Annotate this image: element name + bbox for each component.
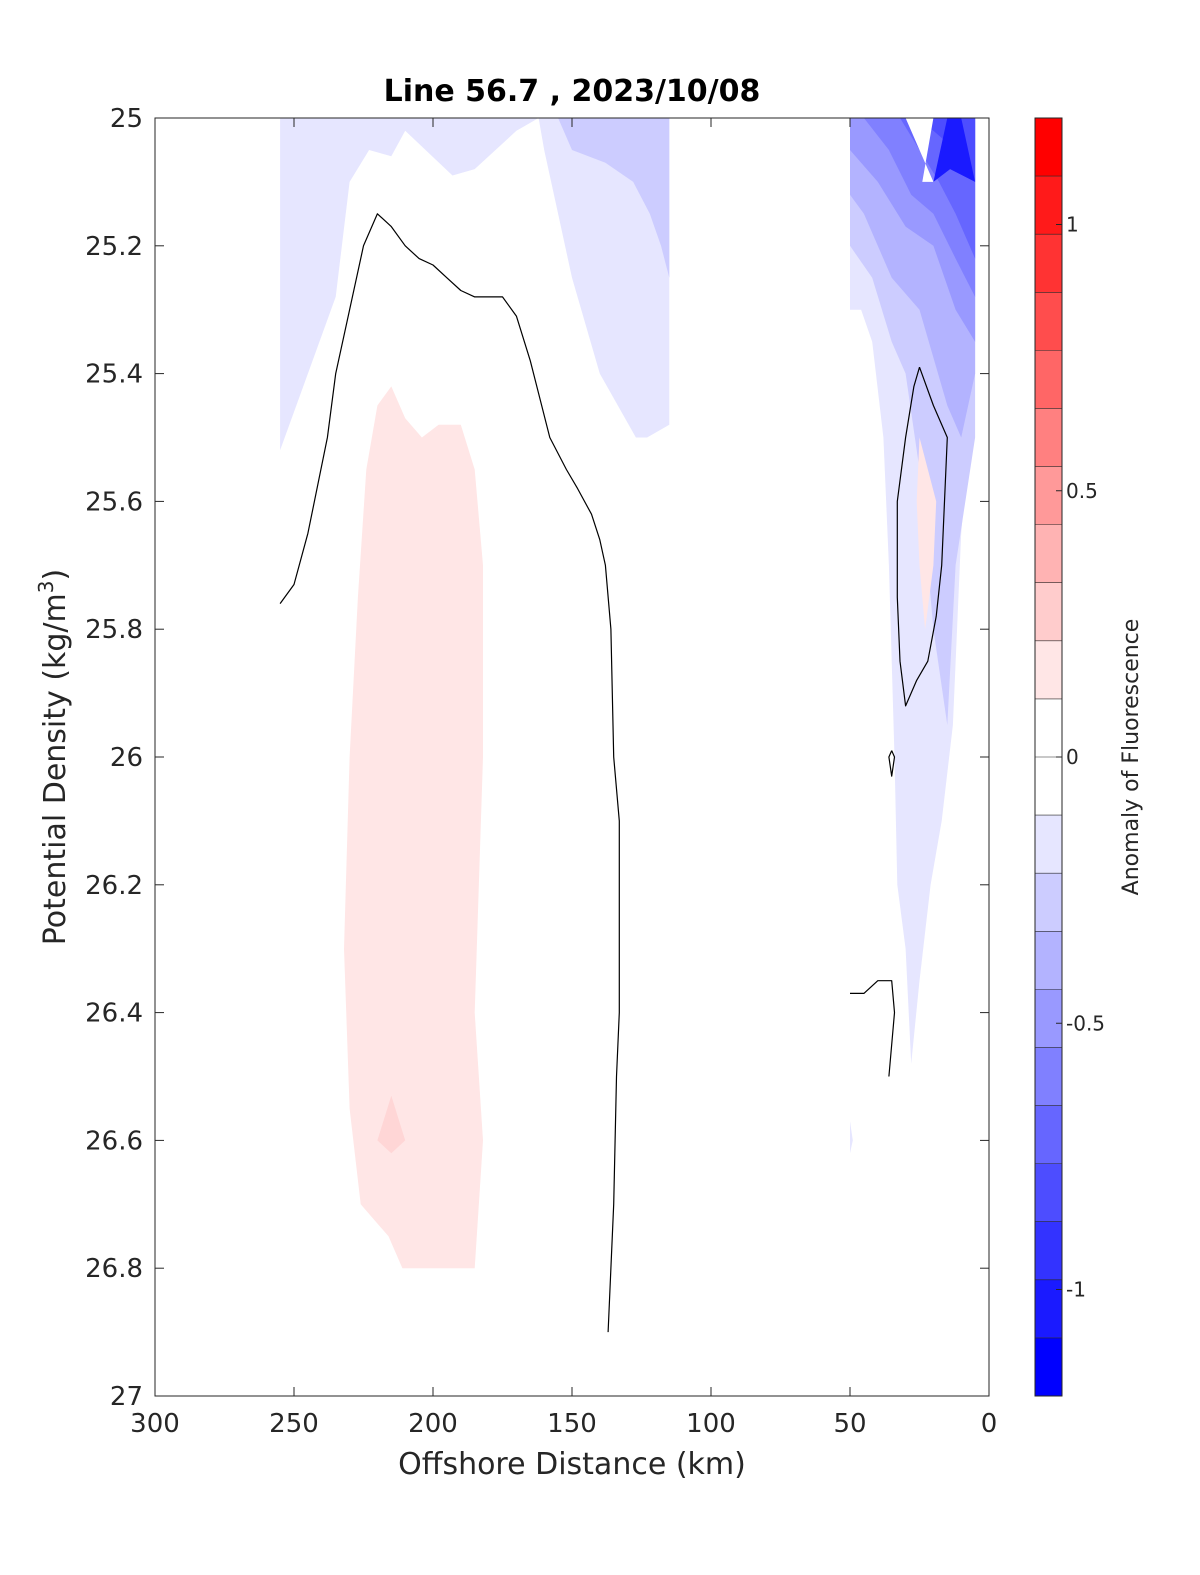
- filled-contour-region-9: [905, 118, 934, 182]
- x-axis-ticks: 300 250 200 150 100 50 0: [130, 118, 997, 1439]
- filled-contour-region-14: [850, 1121, 853, 1154]
- colorbar-tick-label: 1: [1066, 213, 1079, 237]
- y-tick-label: 25: [110, 104, 143, 134]
- filled-contour-region-1: [558, 118, 670, 278]
- colorbar-band: [1035, 873, 1062, 932]
- colorbar-band: [1035, 1163, 1062, 1222]
- colorbar-label: Anomaly of Fluorescence: [1119, 619, 1144, 896]
- colorbar-band: [1035, 176, 1062, 235]
- filled-contours: [280, 118, 976, 1269]
- x-tick-label: 200: [408, 1409, 458, 1439]
- plot-area: 300 250 200 150 100 50 0 2525.225.425.625.8262…: [85, 104, 997, 1439]
- y-axis-ticks: 25 25.2 25.4 25.6 25.8 26 26.2 26.4 26.6 26.8 27: [85, 104, 989, 1412]
- colorbar-bands: [1035, 118, 1062, 1396]
- x-tick-label: 150: [547, 1409, 597, 1439]
- colorbar-band: [1035, 1337, 1062, 1396]
- colorbar-band: [1035, 1047, 1062, 1106]
- filled-contour-region-13: [916, 437, 937, 630]
- filled-contour-region-12: [377, 1095, 406, 1154]
- colorbar-band: [1035, 640, 1062, 699]
- colorbar-band: [1035, 118, 1062, 177]
- zero-contour-line-0: [279, 213, 620, 1333]
- colorbar-ticks: -1 -0.5 0 0.5 1: [1056, 213, 1105, 1302]
- y-tick-label: 26.8: [85, 1254, 143, 1284]
- y-tick-label: 26: [110, 743, 143, 773]
- zero-contour-line-3: [850, 980, 896, 1077]
- colorbar-band: [1035, 524, 1062, 583]
- y-tick-label: 27: [110, 1382, 143, 1412]
- colorbar-tick-label: -1: [1066, 1278, 1086, 1302]
- colorbar-band: [1035, 408, 1062, 467]
- x-tick-label: 300: [130, 1409, 180, 1439]
- zero-contour-line-1: [896, 366, 948, 707]
- chart-title: Line 56.7 , 2023/10/08: [384, 74, 761, 109]
- y-tick-label: 26.6: [85, 1126, 143, 1156]
- colorbar-band: [1035, 234, 1062, 293]
- y-axis-label-superscript: 3: [34, 580, 58, 593]
- colorbar-band: [1035, 989, 1062, 1048]
- y-tick-label: 25.6: [85, 487, 143, 517]
- filled-contour-region-0: [280, 118, 670, 451]
- x-tick-label: 0: [981, 1409, 998, 1439]
- colorbar-band: [1035, 582, 1062, 641]
- x-axis-label: Offshore Distance (km): [398, 1447, 746, 1482]
- colorbar-band: [1035, 815, 1062, 874]
- zero-contour-line-2: [888, 750, 896, 777]
- y-tick-label: 25.4: [85, 360, 143, 390]
- x-tick-label: 250: [269, 1409, 319, 1439]
- y-tick-label: 25.2: [85, 232, 143, 262]
- y-axis-label-main: Potential Density (kg/m: [38, 593, 73, 945]
- y-tick-label: 26.4: [85, 999, 143, 1029]
- y-tick-label: 25.8: [85, 615, 143, 645]
- colorbar-band: [1035, 1279, 1062, 1338]
- colorbar-band: [1035, 1105, 1062, 1164]
- y-tick-label: 26.2: [85, 871, 143, 901]
- colorbar-tick-label: -0.5: [1066, 1011, 1105, 1035]
- colorbar-band: [1035, 757, 1062, 816]
- colorbar-tick-label: 0.5: [1066, 479, 1098, 503]
- colorbar: -1 -0.5 0 0.5 1 Anomaly of Fluorescence: [1034, 117, 1144, 1397]
- colorbar-band: [1035, 1221, 1062, 1280]
- colorbar-band: [1035, 466, 1062, 525]
- colorbar-tick-label: 0: [1066, 745, 1079, 769]
- filled-contour-region-11: [344, 386, 483, 1269]
- colorbar-band: [1035, 931, 1062, 990]
- colorbar-band: [1035, 292, 1062, 351]
- zero-contour-lines: [279, 213, 948, 1333]
- filled-contour-region-10: [933, 118, 976, 182]
- x-tick-label: 100: [686, 1409, 736, 1439]
- y-axis-label-close: ): [38, 569, 73, 581]
- y-axis-label: Potential Density (kg/m3): [34, 569, 73, 945]
- x-tick-label: 50: [833, 1409, 866, 1439]
- colorbar-band: [1035, 698, 1062, 757]
- colorbar-band: [1035, 350, 1062, 409]
